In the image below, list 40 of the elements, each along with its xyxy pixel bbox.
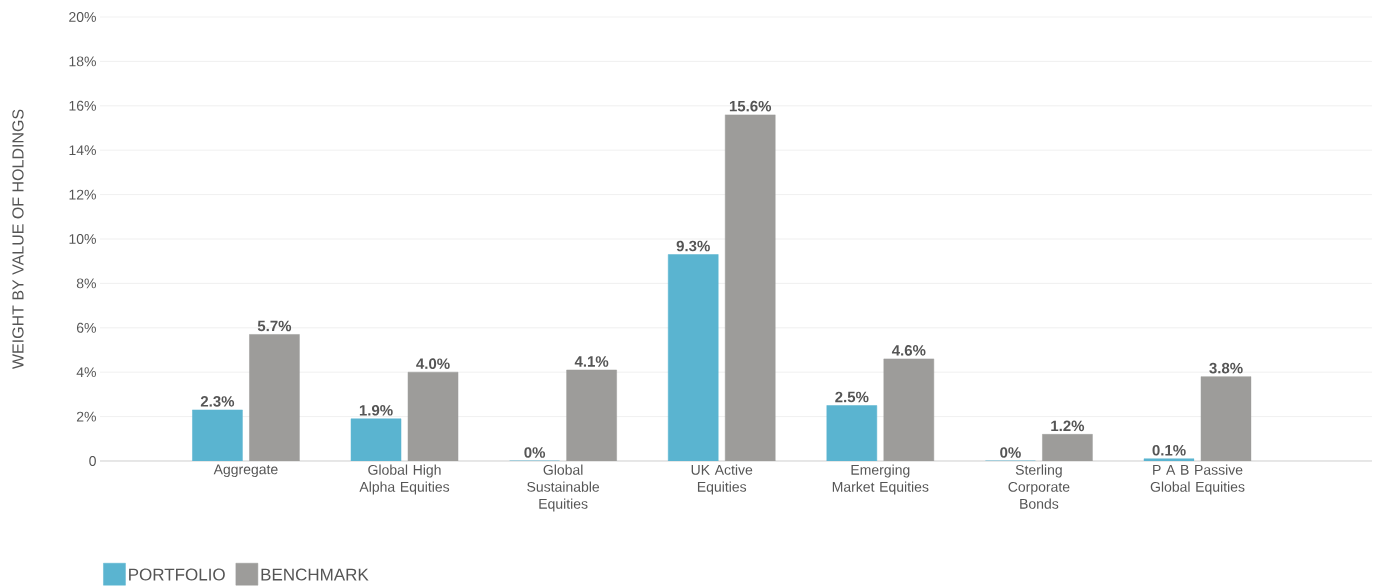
x-tick-label: P A B Passive Global Equities [1150, 464, 1245, 495]
y-tick-label: 12% [69, 189, 96, 200]
data-label: 2.5% [835, 391, 869, 403]
data-label: 3.8% [1209, 362, 1243, 374]
data-label: 5.7% [257, 320, 292, 332]
x-tick-label: Emerging Market Equities [832, 464, 929, 495]
legend-label: BENCHMARK [261, 568, 369, 581]
bar [1143, 458, 1195, 461]
data-label: 4.6% [891, 344, 926, 356]
data-label: 1.9% [359, 404, 393, 416]
bar [826, 405, 878, 461]
bar [192, 409, 243, 461]
y-tick-label: 14% [69, 145, 96, 155]
bar [350, 418, 402, 461]
legend-label: PORTFOLIO [129, 568, 225, 581]
data-label: 4.0% [416, 358, 450, 369]
data-label: 1.2% [1051, 420, 1085, 431]
y-tick-label: 16% [69, 100, 96, 111]
x-tick-label: Sterling Corporate Bonds [1008, 464, 1070, 509]
y-tick-label: 0 [89, 455, 96, 466]
data-label: 0.1% [1152, 444, 1186, 456]
x-tick-label: Global High Alpha Equities [359, 464, 450, 495]
x-tick-label: UK Active Equities [691, 464, 753, 495]
y-tick-label: 20% [69, 11, 96, 22]
data-label: 0% [1000, 446, 1021, 458]
data-label: 2.3% [200, 395, 235, 407]
y-tick-label: 18% [69, 56, 96, 67]
y-tick-label: 10% [69, 233, 96, 244]
y-tick-label: 2% [76, 411, 96, 422]
data-label: 9.3% [676, 240, 710, 252]
y-tick-label: 4% [76, 367, 96, 377]
bar [667, 254, 719, 461]
x-tick-label: Aggregate [213, 464, 278, 477]
y-axis-title: WEIGHT BY VALUE OF HOLDINGS [12, 109, 24, 369]
y-tick-label: 6% [76, 322, 96, 333]
x-tick-label: Global Sustainable Equities [527, 464, 600, 512]
data-label: 15.6% [729, 100, 772, 112]
y-tick-label: 8% [76, 278, 96, 289]
data-label: 0% [524, 446, 546, 458]
data-label: 4.1% [574, 356, 609, 367]
